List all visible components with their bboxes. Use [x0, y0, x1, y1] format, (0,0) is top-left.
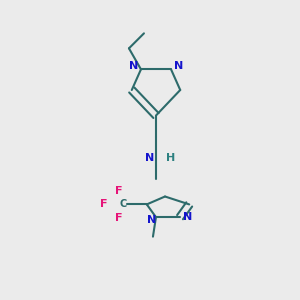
Text: H: H	[167, 152, 176, 163]
Text: N: N	[129, 61, 138, 71]
Text: F: F	[115, 213, 122, 223]
Text: F: F	[115, 186, 122, 196]
Text: N: N	[147, 215, 156, 225]
Text: N: N	[183, 212, 192, 222]
Text: C: C	[119, 200, 126, 209]
Text: N: N	[174, 61, 183, 71]
Text: N: N	[146, 152, 154, 163]
Text: F: F	[100, 200, 107, 209]
